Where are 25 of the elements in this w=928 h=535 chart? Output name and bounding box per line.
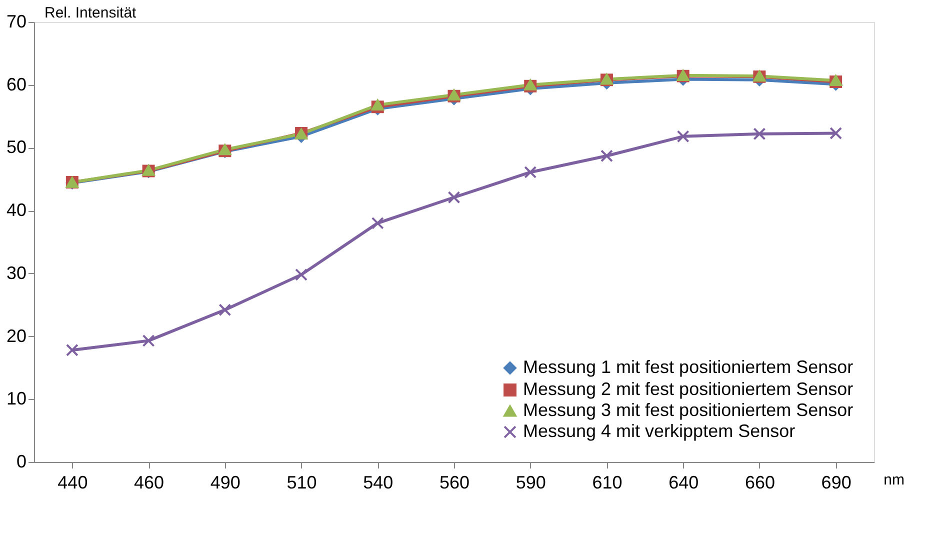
x-tick-label: 440: [58, 472, 88, 492]
legend-label: Messung 3 mit fest positioniertem Sensor: [523, 400, 854, 420]
y-tick-label: 20: [6, 326, 26, 346]
x-tick-label: 540: [363, 472, 394, 492]
x-axis-title: nm: [884, 472, 904, 488]
x-tick-label: 640: [668, 472, 699, 492]
x-tick-label: 560: [439, 472, 470, 492]
y-tick-label: 60: [6, 74, 26, 94]
x-tick-label: 610: [592, 472, 622, 492]
x-tick-label: 460: [134, 472, 164, 492]
legend-label: Messung 4 mit verkipptem Sensor: [523, 421, 796, 441]
x-tick-label: 660: [744, 472, 775, 492]
y-tick-label: 70: [6, 12, 26, 32]
y-tick-label: 50: [6, 137, 26, 158]
y-tick-label: 10: [6, 388, 26, 409]
x-tick-label: 510: [286, 472, 317, 492]
x-tick-label: 490: [210, 472, 240, 492]
legend-label: Messung 2 mit fest positioniertem Sensor: [523, 379, 854, 399]
x-tick-label: 690: [821, 472, 852, 492]
y-tick-label: 0: [16, 452, 26, 472]
y-tick-label: 30: [6, 262, 26, 283]
x-tick-label: 590: [516, 472, 546, 492]
legend-label: Messung 1 mit fest positioniertem Sensor: [523, 357, 854, 377]
y-tick-label: 40: [6, 200, 26, 220]
y-axis-title: Rel. Intensität: [44, 4, 138, 22]
